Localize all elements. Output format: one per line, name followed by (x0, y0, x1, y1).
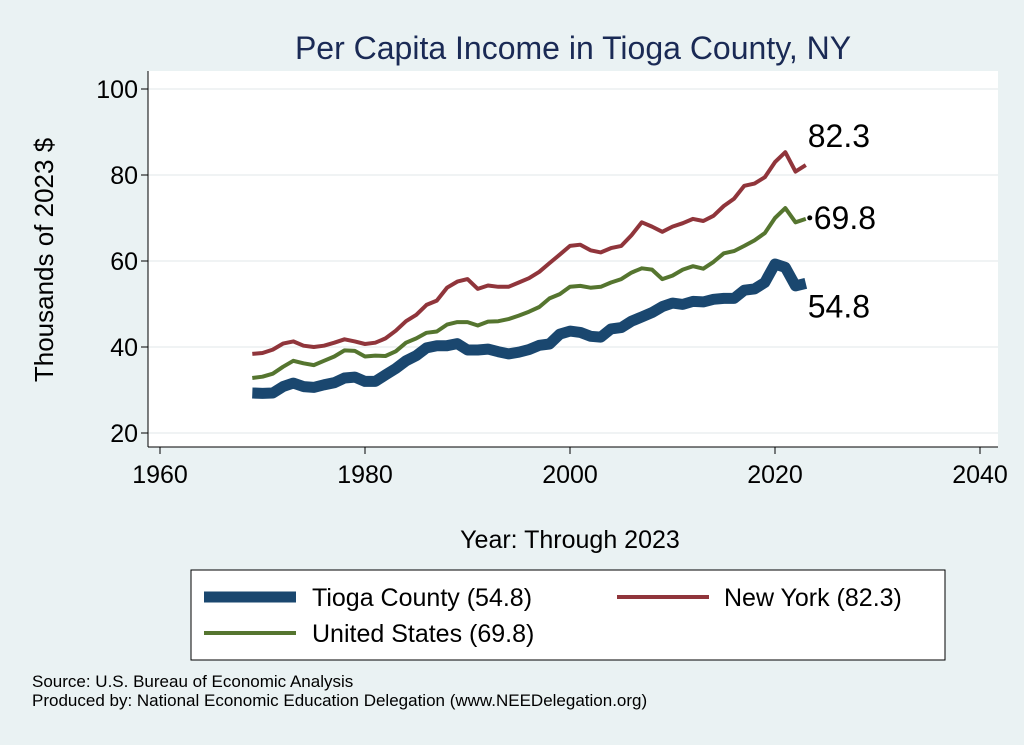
series-line-new-york (252, 150, 807, 356)
source-note: Source: U.S. Bureau of Economic Analysis (32, 672, 354, 691)
end-label-united-states: 69.8 (814, 200, 876, 236)
x-tick-label-1980: 1980 (337, 461, 393, 489)
y-ticks: 20 40 60 80 100 (96, 76, 148, 448)
y-tick-label-80: 80 (110, 162, 138, 190)
chart-title: Per Capita Income in Tioga County, NY (295, 30, 851, 66)
x-axis-label: Year: Through 2023 (460, 526, 680, 554)
legend-box (190, 569, 946, 661)
end-labels: 54.8 82.3 69.8 (807, 118, 876, 324)
series-layer (252, 150, 808, 399)
end-label-new-york: 82.3 (808, 118, 870, 154)
x-tick-label-1960: 1960 (132, 461, 188, 489)
y-axis-label: Thousands of 2023 $ (29, 137, 59, 382)
y-tick-label-100: 100 (96, 76, 138, 104)
series-line-tioga-county (252, 258, 808, 399)
x-tick-label-2040: 2040 (952, 461, 1008, 489)
y-tick-label-40: 40 (110, 334, 138, 362)
legend-label-tioga-county: Tioga County (54.8) (312, 584, 532, 612)
series-line-united-states (252, 206, 807, 380)
legend-label-united-states: United States (69.8) (312, 620, 534, 648)
legend-label-new-york: New York (82.3) (724, 584, 902, 612)
end-label-tioga-county: 54.8 (808, 288, 870, 324)
produced-by-note: Produced by: National Economic Education… (32, 691, 648, 710)
y-tick-label-20: 20 (110, 420, 138, 448)
end-marker-united-states (807, 215, 813, 221)
legend: Tioga County (54.8) New York (82.3) Unit… (190, 569, 946, 661)
y-tick-label-60: 60 (110, 248, 138, 276)
gridlines (148, 88, 998, 434)
x-tick-label-2000: 2000 (542, 461, 598, 489)
x-ticks: 1960 1980 2000 2020 2040 (132, 447, 1008, 489)
x-tick-label-2020: 2020 (747, 461, 803, 489)
